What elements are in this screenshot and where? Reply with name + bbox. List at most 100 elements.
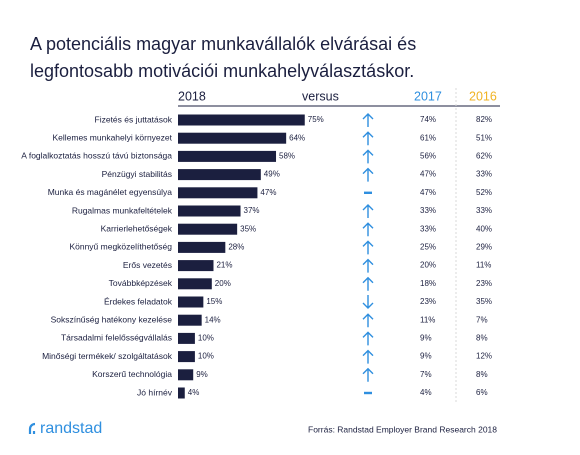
category-label: Pénzügyi stabilitás <box>102 169 172 179</box>
value-label-2017: 33% <box>420 206 436 215</box>
category-label: Karrierlehetőségek <box>101 223 173 233</box>
value-label: 9% <box>196 370 208 379</box>
value-label-2017: 9% <box>420 334 432 343</box>
value-label: 14% <box>205 315 221 324</box>
bar <box>178 241 226 253</box>
bar <box>178 278 212 290</box>
category-label: Sokszínűség hatékony kezelése <box>51 314 173 324</box>
source: Forrás: Randstad Employer Brand Research… <box>308 424 497 434</box>
value-label-2016: 40% <box>476 224 492 233</box>
value-label-2017: 74% <box>420 115 436 124</box>
value-label: 10% <box>198 352 214 361</box>
trend-arrow <box>362 149 374 164</box>
trend-arrow <box>362 331 374 346</box>
value-label-2016: 23% <box>476 279 492 288</box>
trend-arrow <box>362 240 374 255</box>
value-label-2017: 56% <box>420 152 436 161</box>
value-label: 15% <box>206 297 222 306</box>
value-label: 64% <box>289 133 305 142</box>
value-label-2017: 61% <box>420 133 436 142</box>
value-label-2016: 33% <box>476 170 492 179</box>
value-label-2016: 8% <box>476 334 488 343</box>
category-label: Fizetés és juttatások <box>95 114 173 124</box>
trend-arrow <box>362 367 374 382</box>
value-label-2016: 82% <box>476 115 492 124</box>
value-label: 49% <box>264 170 280 179</box>
category-label: Érdekes feladatok <box>104 296 173 306</box>
value-label-2016: 11% <box>476 261 491 270</box>
value-label-2017: 33% <box>420 224 436 233</box>
value-label-2016: 29% <box>476 243 492 252</box>
value-label: 35% <box>240 224 256 233</box>
value-label-2017: 4% <box>420 388 432 397</box>
category-label: Jó hírnév <box>137 387 173 397</box>
bar <box>178 114 305 126</box>
value-label-2017: 18% <box>420 279 436 288</box>
brand-icon <box>28 422 36 434</box>
value-label-2016: 33% <box>476 206 492 215</box>
bar <box>178 205 241 217</box>
value-label: 4% <box>188 388 200 397</box>
category-label: Munka és magánélet egyensúlya <box>48 187 173 197</box>
value-label-2017: 9% <box>420 352 432 361</box>
value-label: 20% <box>215 279 231 288</box>
value-label-2016: 51% <box>476 133 492 142</box>
value-label: 75% <box>308 115 324 124</box>
category-label: Erős vezetés <box>123 260 172 270</box>
value-label-2016: 8% <box>476 370 488 379</box>
bar <box>178 132 287 144</box>
bar <box>178 369 194 381</box>
chart-title: A potenciális magyar munkavállalók elvár… <box>30 34 417 81</box>
trend-arrow <box>362 313 374 328</box>
value-label-2016: 12% <box>476 352 492 361</box>
legend-2018: 2018 <box>178 89 206 103</box>
category-label: Korszerű technológia <box>92 369 172 379</box>
category-label: Minőségi termékek/ szolgáltatások <box>42 351 173 361</box>
value-label-2017: 23% <box>420 297 436 306</box>
trend-arrow <box>362 258 374 273</box>
bar <box>178 169 261 181</box>
value-label-2016: 7% <box>476 315 488 324</box>
value-label-2017: 47% <box>420 170 436 179</box>
versus-label: versus <box>302 89 339 103</box>
bar <box>178 150 277 162</box>
bar <box>178 332 195 344</box>
bar <box>178 314 202 326</box>
category-label: Továbbképzések <box>109 278 173 288</box>
value-label-2016: 52% <box>476 188 492 197</box>
bar <box>178 260 214 272</box>
trend-flat <box>364 191 372 194</box>
category-label: A foglalkoztatás hosszú távú biztonsága <box>21 151 172 161</box>
trend-arrow <box>362 295 374 309</box>
bar <box>178 296 204 308</box>
bar <box>178 223 238 235</box>
bar <box>178 387 185 399</box>
value-label: 21% <box>216 261 232 270</box>
value-label-2016: 62% <box>476 152 492 161</box>
value-label-2017: 47% <box>420 188 436 197</box>
value-label: 47% <box>260 188 276 197</box>
value-label: 37% <box>244 206 260 215</box>
trend-arrow <box>362 276 374 291</box>
legend-2016: 2016 <box>469 89 497 103</box>
value-label-2016: 35% <box>476 297 492 306</box>
value-label: 28% <box>228 243 244 252</box>
value-label-2016: 6% <box>476 388 488 397</box>
category-label: Könnyű megközelíthetőség <box>69 242 172 252</box>
bar <box>178 187 258 199</box>
trend-arrow <box>362 131 374 146</box>
brand-logo: randstad <box>40 420 102 437</box>
trend-arrow <box>362 222 374 237</box>
value-label-2017: 7% <box>420 370 432 379</box>
trend-arrow <box>362 113 374 127</box>
category-label: Kellemes munkahelyi környezet <box>52 132 172 142</box>
value-label: 10% <box>198 334 214 343</box>
value-label-2017: 25% <box>420 243 436 252</box>
category-label: Társadalmi felelősségvállalás <box>61 333 172 343</box>
trend-flat <box>364 391 372 395</box>
trend-arrow <box>362 204 374 218</box>
category-label: Rugalmas munkafeltételek <box>72 205 173 215</box>
value-label-2017: 20% <box>420 261 436 270</box>
